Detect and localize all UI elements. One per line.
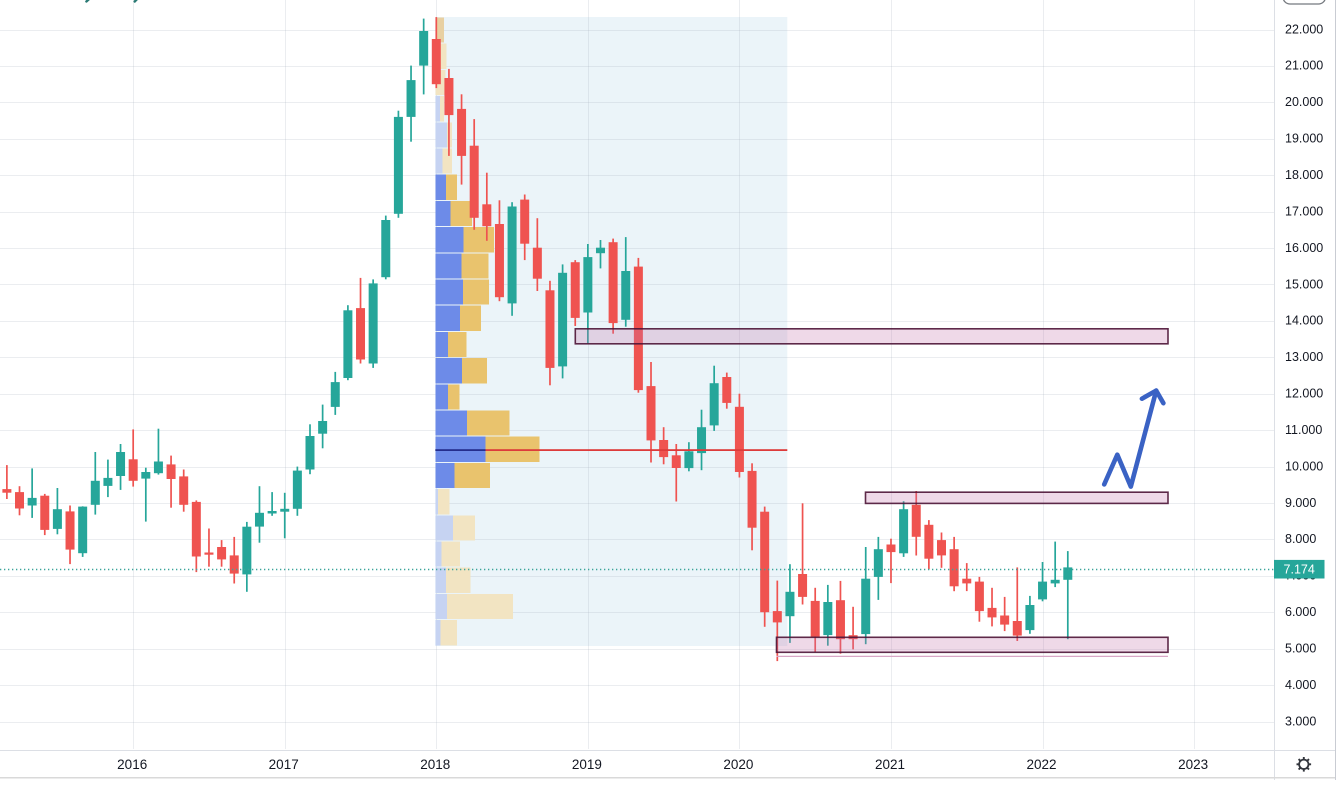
svg-text:2016: 2016 bbox=[117, 757, 147, 772]
svg-text:22.000: 22.000 bbox=[1285, 22, 1323, 36]
svg-text:16.000: 16.000 bbox=[1285, 241, 1323, 255]
svg-text:4.000: 4.000 bbox=[1285, 678, 1316, 692]
svg-text:11.000: 11.000 bbox=[1285, 423, 1322, 437]
svg-text:19.000: 19.000 bbox=[1285, 132, 1323, 146]
svg-text:8.000: 8.000 bbox=[1285, 532, 1316, 546]
svg-text:6.000: 6.000 bbox=[1285, 605, 1316, 619]
svg-text:21.000: 21.000 bbox=[1285, 59, 1323, 73]
svg-text:2023: 2023 bbox=[1178, 757, 1208, 772]
svg-text:20.000: 20.000 bbox=[1285, 95, 1323, 109]
svg-text:2022: 2022 bbox=[1026, 757, 1056, 772]
svg-text:10.000: 10.000 bbox=[1285, 459, 1323, 473]
svg-text:3.000: 3.000 bbox=[1285, 714, 1316, 728]
svg-text:17.000: 17.000 bbox=[1285, 204, 1323, 218]
svg-text:14.000: 14.000 bbox=[1285, 314, 1323, 328]
svg-text:7.174: 7.174 bbox=[1284, 563, 1315, 577]
svg-text:2019: 2019 bbox=[572, 757, 602, 772]
svg-text:5.000: 5.000 bbox=[1285, 642, 1316, 656]
svg-text:2020: 2020 bbox=[723, 757, 753, 772]
svg-text:18.000: 18.000 bbox=[1285, 168, 1323, 182]
svg-text:2017: 2017 bbox=[269, 757, 299, 772]
svg-text:2018: 2018 bbox=[420, 757, 450, 772]
svg-text:2021: 2021 bbox=[875, 757, 905, 772]
svg-text:15.000: 15.000 bbox=[1285, 277, 1323, 291]
svg-text:9.000: 9.000 bbox=[1285, 496, 1316, 510]
svg-text:12.000: 12.000 bbox=[1285, 387, 1323, 401]
svg-text:13.000: 13.000 bbox=[1285, 350, 1323, 364]
